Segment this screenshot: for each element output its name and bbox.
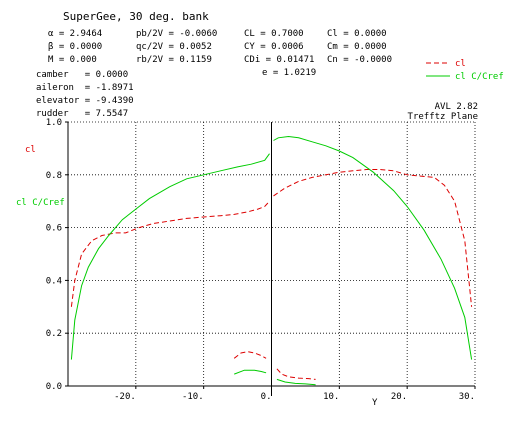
param-cl: CL = 0.7000 bbox=[244, 29, 304, 39]
cl-series-line bbox=[273, 169, 473, 307]
series bbox=[70, 135, 473, 386]
y-tick-label: 0.4 bbox=[46, 276, 62, 286]
clc-series-line bbox=[234, 369, 267, 375]
control-elevator: elevator = -9.4390 bbox=[36, 96, 134, 106]
x-tick-label: -10. bbox=[182, 392, 204, 402]
param-rb2v: rb/2V = 0.1159 bbox=[136, 55, 212, 65]
param-qc2v: qc/2V = 0.0052 bbox=[136, 42, 212, 52]
legend-clc-label: cl C/Cref bbox=[455, 72, 504, 82]
x-tick-label: 0. bbox=[261, 392, 272, 402]
param-mach: M = 0.000 bbox=[48, 55, 97, 65]
plot-type-label: Trefftz Plane bbox=[408, 112, 478, 122]
param-cn: Cn = -0.0000 bbox=[327, 55, 392, 65]
param-beta: β = 0.0000 bbox=[48, 42, 102, 52]
param-cdi: CDi = 0.01471 bbox=[244, 55, 314, 65]
param-cl-roll: Cl = 0.0000 bbox=[327, 29, 387, 39]
param-pb2v: pb/2V = -0.0060 bbox=[136, 29, 217, 39]
clc-series-line bbox=[273, 135, 473, 360]
y-tick-label: 0.8 bbox=[46, 171, 62, 181]
param-cm: Cm = 0.0000 bbox=[327, 42, 387, 52]
clc-series-line bbox=[276, 378, 316, 386]
program-version: AVL 2.82 bbox=[435, 102, 478, 112]
control-rudder: rudder = 7.5547 bbox=[36, 109, 128, 119]
param-e: e = 1.0219 bbox=[262, 68, 316, 78]
cl-series-line bbox=[233, 351, 267, 359]
axes: 0.0 0.2 0.4 0.6 0.8 1.0 -20. -10. 0. 10. 20. 30. bbox=[46, 118, 476, 402]
control-aileron: aileron = -1.8971 bbox=[36, 83, 134, 93]
x-tick-label: 30. bbox=[459, 392, 475, 402]
control-camber: camber = 0.0000 bbox=[36, 70, 128, 80]
x-tick-label: -20. bbox=[114, 392, 136, 402]
x-tick-label: 10. bbox=[323, 392, 339, 402]
y-tick-label: 0.0 bbox=[46, 382, 62, 392]
cl-series-line bbox=[70, 200, 270, 307]
side-label-clc: cl C/Cref bbox=[16, 198, 65, 208]
param-cy: CY = 0.0006 bbox=[244, 42, 304, 52]
y-tick-label: 0.2 bbox=[46, 329, 62, 339]
cl-series-line bbox=[276, 368, 316, 380]
side-label-cl: cl bbox=[25, 145, 36, 155]
y-tick-label: 0.6 bbox=[46, 224, 62, 234]
x-axis-label: Y bbox=[372, 398, 378, 408]
x-tick-label: 20. bbox=[391, 392, 407, 402]
param-alpha: α = 2.9464 bbox=[48, 29, 102, 39]
clc-series-line bbox=[70, 153, 270, 360]
plot-title: SuperGee, 30 deg. bank bbox=[63, 10, 209, 23]
y-tick-label: 1.0 bbox=[46, 118, 62, 128]
legend-cl-label: cl bbox=[455, 59, 466, 69]
legend: cl cl C/Cref bbox=[426, 59, 504, 82]
